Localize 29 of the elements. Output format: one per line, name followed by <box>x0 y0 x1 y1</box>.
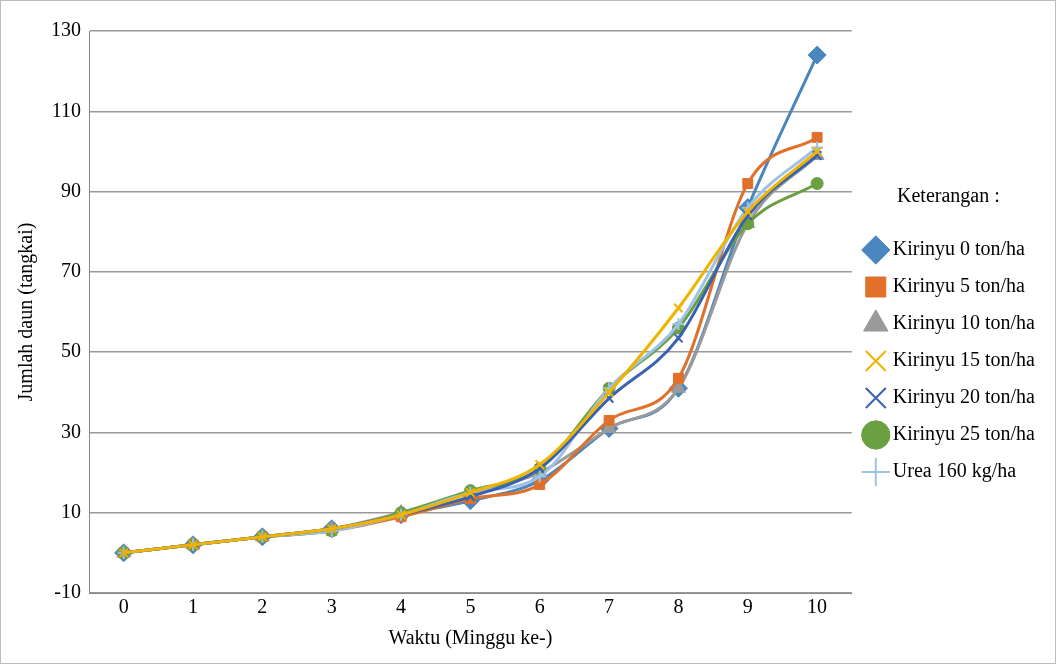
y-tick-label: 10 <box>61 499 81 522</box>
x-tick-label: 0 <box>118 595 129 618</box>
x-tick-label: 4 <box>396 595 407 618</box>
y-tick-label: 110 <box>51 98 81 121</box>
x-axis-title: Waktu (Minggu ke-) <box>388 626 553 650</box>
legend-label: Urea 160 kg/ha <box>892 459 1017 483</box>
x-tick-label: 6 <box>534 595 545 618</box>
legend-label: Kirinyu 5 ton/ha <box>892 274 1026 298</box>
y-tick-label: 50 <box>61 339 81 362</box>
y-axis-title: Jumlah daun (tangkai) <box>14 222 38 402</box>
y-tick-label: -10 <box>54 580 81 603</box>
y-tick-label: 130 <box>51 18 81 41</box>
x-tick-label: 5 <box>465 595 476 618</box>
y-tick-label: 90 <box>61 178 81 201</box>
x-tick-label: 3 <box>326 595 337 618</box>
x-tick-label: 2 <box>257 595 268 618</box>
legend-label: Kirinyu 20 ton/ha <box>892 385 1036 409</box>
x-tick-label: 1 <box>188 595 199 618</box>
legend-label: Kirinyu 0 ton/ha <box>892 237 1026 261</box>
legend-label: Kirinyu 10 ton/ha <box>892 311 1036 335</box>
x-tick-label: 9 <box>742 595 753 618</box>
x-tick-label: 10 <box>807 595 828 618</box>
legend-label: Kirinyu 15 ton/ha <box>892 348 1036 372</box>
y-tick-label: 70 <box>61 259 81 282</box>
legend-label: Kirinyu 25 ton/ha <box>892 422 1036 446</box>
x-tick-label: 8 <box>673 595 684 618</box>
y-tick-label: 30 <box>61 419 81 442</box>
legend-title: Keterangan : <box>897 184 1000 208</box>
x-tick-label: 7 <box>604 595 615 618</box>
